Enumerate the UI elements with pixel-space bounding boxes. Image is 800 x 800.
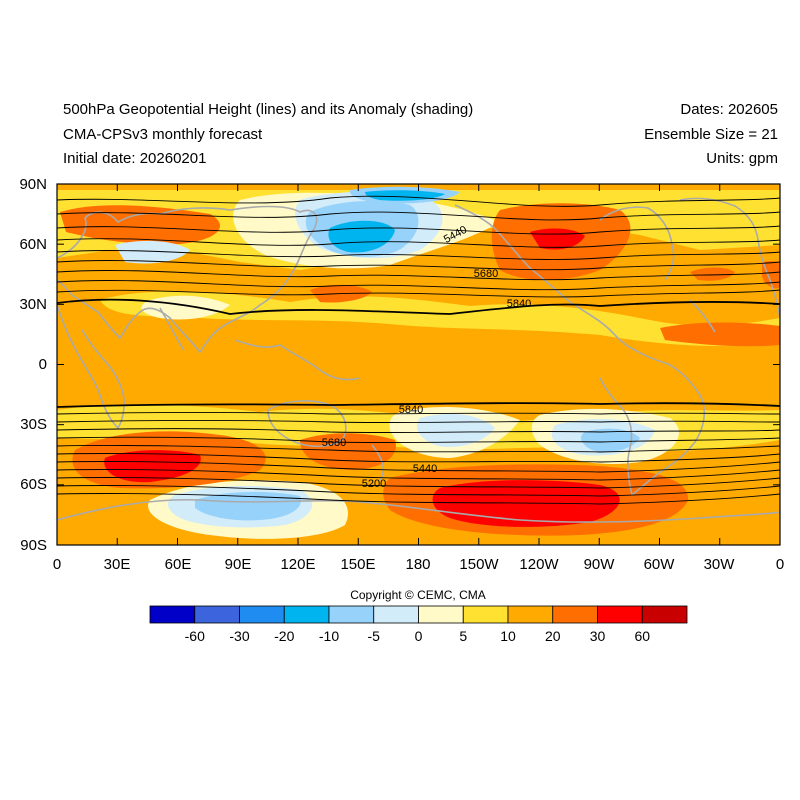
anomaly-weak-negative-asia: [115, 240, 190, 264]
lon-label-30e: 30E: [104, 556, 131, 573]
contour-label-5680-north: 5680: [474, 268, 498, 280]
colorbar-swatch: [597, 605, 643, 624]
anomaly-weak-positive-mid: [100, 291, 780, 346]
chart-title: 500hPa Geopotential Height (lines) and i…: [63, 101, 474, 118]
colorbar-label: 60: [634, 628, 650, 644]
lon-label-90e: 90E: [225, 556, 252, 573]
lat-label-90n: 90N: [19, 176, 47, 193]
colorbar-swatch: [418, 605, 464, 624]
lat-label-equator: 0: [39, 356, 47, 373]
colorbar-swatch: [149, 605, 196, 624]
contour-label-5200-south: 5200: [362, 478, 386, 490]
anomaly-max-positive-indian-ocean: [104, 450, 201, 483]
colorbar-label: 20: [545, 628, 561, 644]
colorbar-label: 30: [590, 628, 606, 644]
contour-label-5840-north: 5840: [507, 298, 531, 310]
anomaly-strong-positive-atlantic: [690, 267, 735, 281]
lat-label-30n: 30N: [19, 296, 47, 313]
colorbar-swatch: [462, 605, 509, 624]
contour-label-5440-south: 5440: [413, 463, 437, 475]
lon-label-60w: 60W: [644, 556, 676, 573]
chart-subtitle: CMA-CPSv3 monthly forecast: [63, 126, 263, 143]
anomaly-strong-positive-east-atlantic: [762, 261, 780, 289]
map-plot-area: 5440 5680 5840 5840 5680 5440 5200: [57, 184, 780, 545]
colorbar-swatch: [507, 605, 554, 624]
colorbar-swatch: [239, 605, 285, 624]
longitude-axis: 0 30E 60E 90E 120E 150E 180 150W 120W 90…: [53, 556, 784, 573]
forecast-dates: Dates: 202605: [680, 101, 778, 118]
units-label: Units: gpm: [706, 150, 778, 167]
copyright-notice: Copyright © CEMC, CMA: [350, 588, 486, 602]
axis-ticks: [56, 183, 781, 546]
lon-label-0: 0: [53, 556, 61, 573]
colorbar-label: -30: [229, 628, 249, 644]
lon-label-90w: 90W: [584, 556, 616, 573]
lat-label-90s: 90S: [20, 537, 47, 554]
lat-label-60n: 60N: [19, 236, 47, 253]
colorbar-swatch: [328, 605, 375, 624]
lat-label-30s: 30S: [20, 416, 47, 433]
contour-label-5680-south: 5680: [322, 437, 346, 449]
colorbar-label: -10: [319, 628, 339, 644]
lon-label-150w: 150W: [459, 556, 499, 573]
colorbar-swatch: [373, 605, 419, 624]
lat-label-60s: 60S: [20, 476, 47, 493]
contour-label-5840-south: 5840: [399, 404, 423, 416]
latitude-axis: 90N 60N 30N 0 30S 60S 90S: [19, 176, 47, 554]
initial-date: Initial date: 20260201: [63, 150, 207, 167]
colorbar-swatch: [641, 605, 688, 624]
anomaly-strong-positive-east-pacific: [660, 322, 780, 347]
ensemble-size: Ensemble Size = 21: [644, 126, 778, 143]
colorbar-label: 0: [415, 628, 423, 644]
lon-label-30w: 30W: [704, 556, 736, 573]
lon-label-150e: 150E: [340, 556, 375, 573]
colorbar: [149, 605, 688, 624]
anomaly-negative-south-atlantic: [580, 428, 640, 452]
colorbar-label: 10: [500, 628, 516, 644]
colorbar-label: -20: [274, 628, 294, 644]
lon-label-60e: 60E: [165, 556, 192, 573]
lon-label-120w: 120W: [519, 556, 559, 573]
anomaly-negative-antarctic: [195, 491, 301, 521]
height-contours: [57, 195, 780, 505]
colorbar-labels: -60 -30 -20 -10 -5 0 5 10 20 30 60: [185, 628, 651, 644]
colorbar-swatch: [552, 605, 598, 624]
colorbar-label: -60: [185, 628, 205, 644]
colorbar-label: -5: [368, 628, 381, 644]
colorbar-label: 5: [459, 628, 467, 644]
colorbar-swatch: [283, 605, 330, 624]
lon-label-180: 180: [405, 556, 430, 573]
colorbar-swatch: [194, 605, 240, 624]
lon-label-0-east: 0: [776, 556, 784, 573]
lon-label-120e: 120E: [280, 556, 315, 573]
